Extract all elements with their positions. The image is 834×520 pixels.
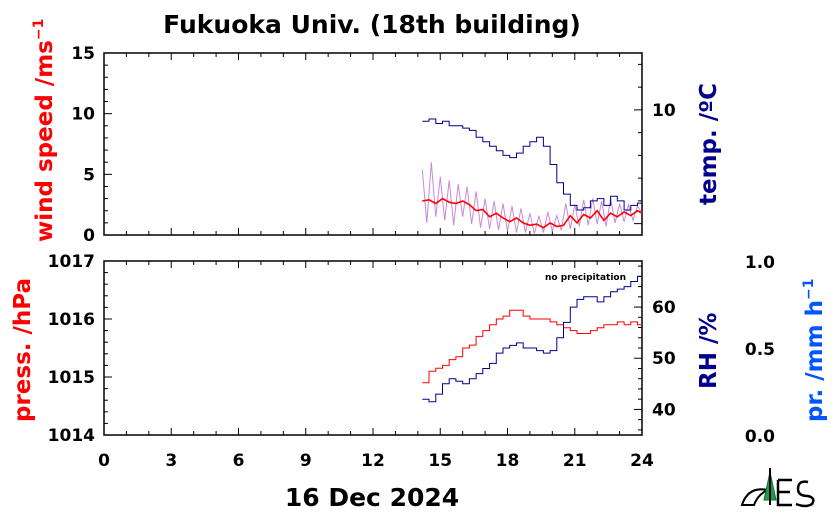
- wind-axis-label: wind speed /ms−1: [31, 19, 58, 242]
- press-tick-label: 1014: [48, 426, 95, 446]
- rh-axis-label: RH /%: [696, 313, 722, 389]
- x-tick-label: 12: [361, 451, 385, 471]
- x-tick-label: 21: [563, 451, 587, 471]
- rh-tick-label: 50: [652, 349, 676, 369]
- precip-axis-label-text: pr. /mm h: [802, 300, 828, 422]
- wind-tick-label: 15: [71, 44, 95, 64]
- top-plot-frame: [103, 52, 643, 236]
- x-tick-label: 24: [630, 451, 654, 471]
- wind-tick-label: 0: [83, 226, 95, 246]
- wind-axis-label-sup: −1: [31, 19, 47, 40]
- x-tick-label: 15: [428, 451, 452, 471]
- date-label: 16 Dec 2024: [285, 483, 459, 512]
- rh-tick-label: 60: [652, 298, 676, 318]
- x-tick-label: 18: [496, 451, 520, 471]
- precip-tick-label: 0.0: [745, 427, 775, 447]
- series-wind-raw: [421, 162, 643, 234]
- wind-axis-label-text: wind speed /ms: [32, 40, 58, 242]
- precip-tick-label: 0.5: [745, 340, 775, 360]
- series-humidity: [422, 275, 642, 403]
- press-tick-label: 1017: [48, 252, 95, 272]
- series-temperature: [422, 118, 643, 211]
- x-tick-label: 6: [233, 451, 245, 471]
- wind-tick-label: 10: [71, 105, 95, 125]
- precip-tick-label: 1.0: [745, 253, 775, 273]
- x-tick-label: 3: [165, 451, 177, 471]
- x-tick-label: 0: [98, 451, 110, 471]
- bottom-plot-frame: [103, 260, 643, 436]
- university-logo: [740, 468, 815, 508]
- series-pressure: [422, 309, 642, 384]
- chart-title: Fukuoka Univ. (18th building): [163, 10, 581, 39]
- temp-tick-label: 10: [652, 101, 676, 121]
- press-axis-label: press. /hPa: [10, 278, 36, 422]
- wind-tick-label: 5: [83, 165, 95, 185]
- temp-axis-label: temp. /ºC: [696, 83, 722, 205]
- series-wind-speed: [422, 197, 643, 229]
- precip-annotation: no precipitation: [545, 273, 626, 283]
- rh-tick-label: 40: [652, 400, 676, 420]
- top-panel: 0 5 10 15 10 wind speed /ms−1 temp. /ºC: [31, 19, 722, 246]
- bottom-panel: 0 3 6 9 12 15 18 21 24 1014 1015 1016 1017 40 50 60 0.0 0…: [10, 252, 828, 471]
- press-tick-label: 1015: [48, 368, 95, 388]
- precip-axis-label: pr. /mm h−1: [801, 279, 828, 422]
- x-tick-label: 9: [300, 451, 312, 471]
- press-tick-label: 1016: [48, 310, 95, 330]
- precip-axis-label-sup: −1: [801, 279, 817, 300]
